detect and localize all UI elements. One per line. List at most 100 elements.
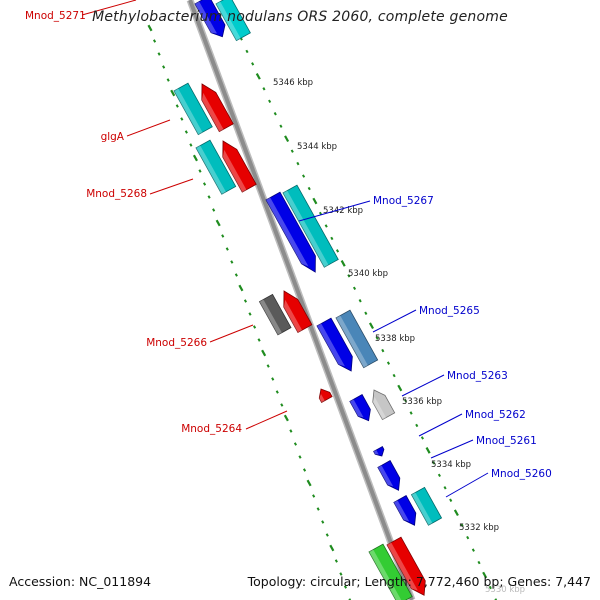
gene-arrow-mnod5268-red	[222, 140, 257, 193]
left-tick-track-dot	[162, 65, 166, 69]
left-tick-track-dot	[234, 273, 238, 277]
right-tick-track-dot	[358, 299, 362, 303]
right-tick-track-dot	[386, 361, 391, 365]
right-tick-track-dot	[409, 411, 413, 415]
gene-arrow-mnod5263-grey	[372, 389, 396, 421]
gene-label[interactable]: Mnod_5268	[86, 188, 147, 200]
right-tick-track-dot	[432, 461, 436, 465]
gene-label[interactable]: Mnod_5265	[419, 305, 480, 317]
right-tick-track-dot	[494, 598, 498, 600]
gene-leader-line	[149, 178, 194, 195]
left-tick-track-dot	[271, 377, 275, 381]
left-tick-track-dot	[175, 104, 179, 108]
gene-arrow-mnod5271-a	[194, 0, 226, 38]
gene-label[interactable]: glgA	[101, 131, 125, 143]
gene-arrow-glga-red	[201, 83, 234, 133]
right-tick-track-dot	[290, 149, 294, 153]
left-tick-track-dot	[192, 154, 198, 162]
gene-label[interactable]: Mnod_5264	[181, 423, 242, 435]
gene-label[interactable]: Mnod_5267	[373, 195, 434, 207]
right-tick-track-dot	[307, 186, 311, 191]
left-tick-track-dot	[316, 507, 320, 511]
left-tick-track-dot	[198, 169, 202, 173]
gene-arrow-mnod5263-blue	[349, 394, 371, 422]
gene-label[interactable]: Mnod_5266	[146, 337, 207, 349]
right-tick-track-dot	[437, 473, 441, 478]
gene-arrow-mnod5271-b	[215, 0, 251, 42]
gene-arrow-mnod5267-blue	[265, 191, 316, 273]
tick-label: 5336 kbp	[402, 397, 442, 407]
gene-leader-line	[418, 413, 463, 437]
left-tick-track-dot	[221, 234, 225, 238]
left-tick-track-dot	[275, 390, 279, 394]
right-tick-track-dot	[245, 49, 249, 54]
left-tick-track-dot	[180, 117, 184, 121]
map-title: Methylobacterium nodulans ORS 2060, comp…	[92, 9, 508, 25]
right-tick-track-dot	[340, 260, 346, 267]
left-tick-track-dot	[261, 349, 267, 357]
gene-leader-line	[445, 472, 489, 498]
left-tick-track-dot	[289, 429, 293, 433]
tick-label: 5330 kbp	[485, 585, 525, 595]
right-tick-track-dot	[397, 384, 403, 392]
gene-arrow-mnod5260-blue	[393, 495, 417, 526]
backbone-layer	[186, 0, 416, 600]
right-tick-track-dot	[375, 336, 379, 340]
gene-leader-line	[209, 324, 254, 343]
right-tick-track-dot	[335, 249, 340, 253]
gene-leader-line	[126, 119, 171, 137]
right-tick-track-dot	[312, 197, 318, 205]
gene-label[interactable]: Mnod_5262	[465, 409, 526, 421]
left-tick-track-dot	[325, 533, 329, 537]
gene-label[interactable]: Mnod_5261	[476, 435, 537, 447]
right-tick-track-dot	[324, 224, 328, 228]
left-tick-track-dot	[189, 143, 193, 147]
left-tick-track-dot	[306, 479, 312, 487]
gene-arrow-mnod5265-blue	[316, 317, 353, 372]
right-tick-track-dot	[296, 161, 300, 166]
tick-label: 5340 kbp	[348, 269, 388, 279]
left-tick-track-dot	[230, 260, 234, 264]
gene-features	[173, 0, 443, 600]
gene-labels: Mnod_5271 glgA Mnod_5268 Mnod_5267 Mnod_5266…	[25, 0, 552, 498]
right-tick-track-dot	[273, 112, 277, 116]
gene-label[interactable]: Mnod_5263	[447, 370, 508, 382]
tick-dot-tracks	[147, 10, 498, 600]
left-tick-track-dot	[170, 89, 176, 97]
left-tick-track-dot	[321, 520, 325, 524]
gene-label[interactable]: Mnod_5260	[491, 468, 552, 480]
left-tick-track-dot	[243, 299, 248, 303]
left-tick-track-dot	[329, 544, 335, 552]
left-tick-track-dot	[184, 130, 188, 134]
left-tick-track-dot	[343, 585, 348, 589]
left-tick-track-dot	[166, 78, 170, 82]
left-tick-track-dot	[202, 182, 207, 186]
gene-leader-line	[430, 439, 474, 459]
gene-arrow-mnod5262-blue	[373, 446, 385, 457]
left-tick-track-dot	[257, 338, 261, 342]
left-tick-track-dot	[207, 195, 211, 199]
gene-arrow-mnod5264-red	[318, 388, 333, 403]
right-tick-track-dot	[425, 447, 431, 454]
gene-leader-line	[245, 410, 288, 430]
right-tick-track-dot	[330, 236, 334, 241]
gene-arrow-mnod5266-grey	[258, 293, 292, 336]
gene-arrow-glga-cyan	[173, 82, 213, 136]
right-tick-track-dot	[279, 124, 283, 128]
right-tick-track-dot	[392, 373, 396, 378]
gene-arrow-mnod5260-cyan	[410, 486, 443, 526]
right-tick-track-dot	[284, 135, 290, 143]
left-tick-track-dot	[248, 312, 252, 316]
left-tick-track-dot	[302, 468, 307, 472]
left-tick-track-dot	[266, 364, 270, 368]
tick-label: 5332 kbp	[459, 523, 499, 533]
gene-label[interactable]: Mnod_5271	[25, 10, 86, 22]
right-tick-track-dot	[368, 322, 375, 330]
right-tick-track-dot	[449, 498, 453, 502]
left-tick-track-dot	[152, 39, 157, 43]
right-tick-track-dot	[453, 509, 459, 517]
gene-arrow-green	[368, 543, 413, 600]
right-tick-track-dot	[403, 398, 408, 403]
left-tick-track-dot	[238, 284, 244, 292]
right-tick-track-dot	[381, 348, 385, 353]
